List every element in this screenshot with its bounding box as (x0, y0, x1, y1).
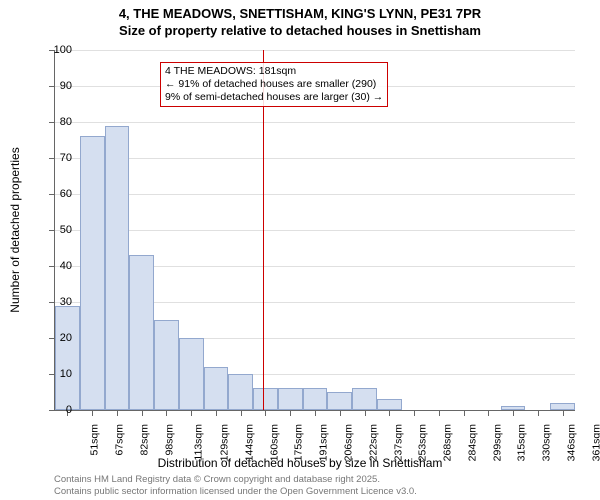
x-tick (538, 410, 539, 416)
histogram-bar (303, 388, 328, 410)
gridline (55, 122, 575, 123)
histogram-bar (129, 255, 154, 410)
chart-container: 4, THE MEADOWS, SNETTISHAM, KING'S LYNN,… (0, 0, 600, 500)
x-tick-label: 129sqm (219, 424, 231, 461)
footer-line-1: Contains HM Land Registry data © Crown c… (54, 474, 417, 486)
x-tick-label: 284sqm (466, 424, 478, 461)
annotation-line: ← 91% of detached houses are smaller (29… (165, 78, 383, 91)
histogram-bar (80, 136, 105, 410)
x-tick (216, 410, 217, 416)
histogram-bar (179, 338, 204, 410)
histogram-bar (154, 320, 179, 410)
y-tick-label: 0 (42, 404, 72, 416)
y-tick-label: 10 (42, 368, 72, 380)
footer-line-2: Contains public sector information licen… (54, 486, 417, 498)
x-tick (389, 410, 390, 416)
histogram-bar (204, 367, 229, 410)
x-tick-label: 175sqm (293, 424, 305, 461)
x-tick (513, 410, 514, 416)
x-tick-label: 98sqm (163, 424, 175, 456)
histogram-bar (105, 126, 130, 410)
x-tick (488, 410, 489, 416)
histogram-bar (550, 403, 575, 410)
x-tick (241, 410, 242, 416)
x-tick (92, 410, 93, 416)
x-tick (290, 410, 291, 416)
y-tick-label: 50 (42, 224, 72, 236)
x-tick (563, 410, 564, 416)
gridline (55, 50, 575, 51)
gridline (55, 158, 575, 159)
footer-attribution: Contains HM Land Registry data © Crown c… (54, 474, 417, 498)
x-tick-label: 144sqm (243, 424, 255, 461)
x-tick-label: 361sqm (590, 424, 600, 461)
histogram-bar (352, 388, 377, 410)
x-tick-label: 67sqm (114, 424, 126, 456)
histogram-bar (327, 392, 352, 410)
x-tick (117, 410, 118, 416)
y-tick-label: 20 (42, 332, 72, 344)
y-tick-label: 100 (42, 44, 72, 56)
y-tick-label: 60 (42, 188, 72, 200)
x-tick (191, 410, 192, 416)
annotation-box: 4 THE MEADOWS: 181sqm← 91% of detached h… (160, 62, 388, 107)
x-tick-label: 330sqm (540, 424, 552, 461)
gridline (55, 230, 575, 231)
histogram-bar (278, 388, 303, 410)
histogram-bar (228, 374, 253, 410)
histogram-bar (253, 388, 278, 410)
x-tick (439, 410, 440, 416)
x-tick-label: 346sqm (565, 424, 577, 461)
x-tick-label: 191sqm (318, 424, 330, 461)
x-tick-label: 160sqm (268, 424, 280, 461)
gridline (55, 194, 575, 195)
chart-area: 4 THE MEADOWS: 181sqm← 91% of detached h… (54, 50, 574, 410)
x-tick-label: 268sqm (441, 424, 453, 461)
x-tick-label: 315sqm (516, 424, 528, 461)
x-tick-label: 51sqm (89, 424, 101, 456)
title-line-1: 4, THE MEADOWS, SNETTISHAM, KING'S LYNN,… (0, 6, 600, 23)
y-tick-label: 30 (42, 296, 72, 308)
y-tick-label: 80 (42, 116, 72, 128)
x-tick (340, 410, 341, 416)
y-tick-label: 70 (42, 152, 72, 164)
annotation-line: 4 THE MEADOWS: 181sqm (165, 65, 383, 78)
histogram-bar (55, 306, 80, 410)
y-tick-label: 90 (42, 80, 72, 92)
x-tick (315, 410, 316, 416)
x-tick-label: 237sqm (392, 424, 404, 461)
x-tick (414, 410, 415, 416)
x-tick (265, 410, 266, 416)
x-tick (365, 410, 366, 416)
y-tick-label: 40 (42, 260, 72, 272)
x-tick-label: 253sqm (417, 424, 429, 461)
annotation-line: 9% of semi-detached houses are larger (3… (165, 91, 383, 104)
histogram-bar (377, 399, 402, 410)
x-tick-label: 222sqm (367, 424, 379, 461)
x-tick (464, 410, 465, 416)
x-tick (142, 410, 143, 416)
x-tick-label: 299sqm (491, 424, 503, 461)
x-tick-label: 206sqm (342, 424, 354, 461)
title-block: 4, THE MEADOWS, SNETTISHAM, KING'S LYNN,… (0, 0, 600, 40)
y-axis-label: Number of detached properties (8, 147, 22, 312)
plot-region: 4 THE MEADOWS: 181sqm← 91% of detached h… (54, 50, 575, 411)
x-tick-label: 82sqm (138, 424, 150, 456)
x-tick (166, 410, 167, 416)
title-line-2: Size of property relative to detached ho… (0, 23, 600, 40)
x-tick-label: 113sqm (193, 424, 205, 461)
